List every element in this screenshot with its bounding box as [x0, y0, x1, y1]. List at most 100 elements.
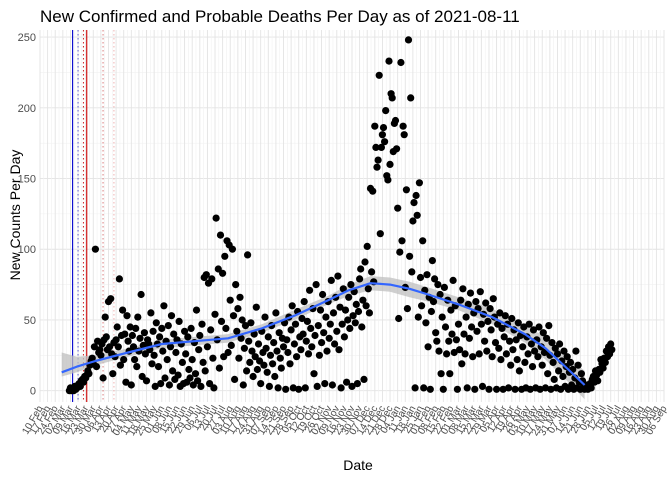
data-point	[608, 346, 616, 354]
data-point	[462, 313, 470, 321]
data-point	[376, 230, 384, 238]
y-tick-label: 0	[30, 386, 36, 398]
data-point	[119, 306, 127, 314]
data-point	[257, 380, 265, 388]
data-point	[402, 186, 410, 194]
data-point	[331, 340, 339, 348]
y-tick-label: 50	[24, 315, 36, 327]
data-point	[325, 334, 333, 342]
data-point	[507, 361, 515, 369]
data-point	[423, 271, 431, 279]
data-point	[291, 320, 300, 328]
data-point	[577, 370, 586, 378]
data-point	[290, 340, 298, 348]
data-point	[270, 339, 278, 347]
data-point	[487, 326, 495, 334]
data-point	[526, 385, 534, 393]
data-point	[349, 312, 357, 320]
data-point	[99, 374, 107, 382]
data-point	[587, 384, 595, 392]
data-point	[149, 327, 157, 335]
data-point	[529, 326, 538, 334]
data-point	[216, 231, 225, 239]
data-point	[496, 309, 504, 317]
data-point	[511, 385, 519, 393]
data-point	[159, 347, 167, 355]
data-point	[460, 330, 468, 338]
data-point	[90, 343, 98, 351]
data-point	[368, 268, 376, 276]
data-point	[272, 309, 280, 317]
data-point	[452, 336, 460, 344]
data-point	[128, 331, 136, 340]
data-point	[449, 276, 457, 284]
data-point	[482, 299, 490, 307]
data-point	[535, 323, 543, 331]
data-point	[202, 271, 210, 279]
data-point	[243, 367, 251, 375]
data-point	[127, 381, 135, 389]
data-point	[443, 350, 451, 358]
data-point	[131, 356, 139, 364]
data-point	[483, 347, 491, 355]
data-point	[465, 334, 473, 342]
data-point	[114, 343, 122, 351]
data-point	[293, 353, 301, 361]
data-point	[448, 330, 456, 338]
data-point	[253, 365, 261, 374]
data-point	[514, 319, 522, 327]
data-point	[182, 350, 190, 358]
data-point	[352, 300, 360, 308]
data-point	[362, 302, 370, 310]
data-point	[439, 385, 447, 393]
data-point	[215, 364, 223, 372]
data-point	[560, 347, 568, 355]
data-point	[85, 370, 93, 378]
data-point	[328, 381, 336, 389]
data-point	[359, 296, 367, 304]
data-point	[261, 313, 269, 321]
data-point	[303, 317, 311, 325]
data-point	[113, 323, 121, 331]
data-point	[384, 176, 392, 184]
data-point	[299, 330, 307, 338]
data-point	[275, 329, 283, 337]
data-point	[441, 323, 450, 331]
data-point	[520, 323, 528, 331]
data-point	[289, 384, 297, 392]
data-point	[295, 385, 303, 393]
data-point	[536, 385, 544, 393]
data-point	[506, 337, 514, 345]
data-point	[147, 309, 155, 317]
data-point	[488, 353, 496, 361]
data-point	[508, 314, 516, 323]
data-point	[297, 346, 305, 354]
data-point	[165, 381, 173, 389]
data-point	[534, 353, 542, 361]
data-point	[339, 285, 347, 293]
data-point	[137, 290, 145, 299]
data-point	[399, 122, 407, 130]
y-tick-label: 150	[18, 174, 36, 186]
data-point	[246, 358, 254, 366]
data-point	[288, 302, 296, 310]
data-point	[428, 257, 436, 265]
data-point	[493, 385, 501, 393]
data-point	[456, 346, 464, 354]
data-point	[437, 370, 445, 378]
data-point	[91, 245, 99, 253]
data-point	[414, 313, 422, 321]
data-point	[544, 370, 552, 378]
data-point	[185, 365, 193, 374]
data-point	[471, 385, 479, 393]
data-point	[221, 252, 229, 260]
data-point	[112, 336, 120, 344]
data-point	[472, 298, 480, 306]
data-point	[326, 320, 334, 328]
data-point	[169, 367, 177, 375]
data-point	[160, 302, 168, 310]
data-point	[274, 384, 282, 392]
data-point	[247, 319, 255, 327]
data-point	[481, 337, 489, 345]
data-point	[347, 281, 355, 289]
